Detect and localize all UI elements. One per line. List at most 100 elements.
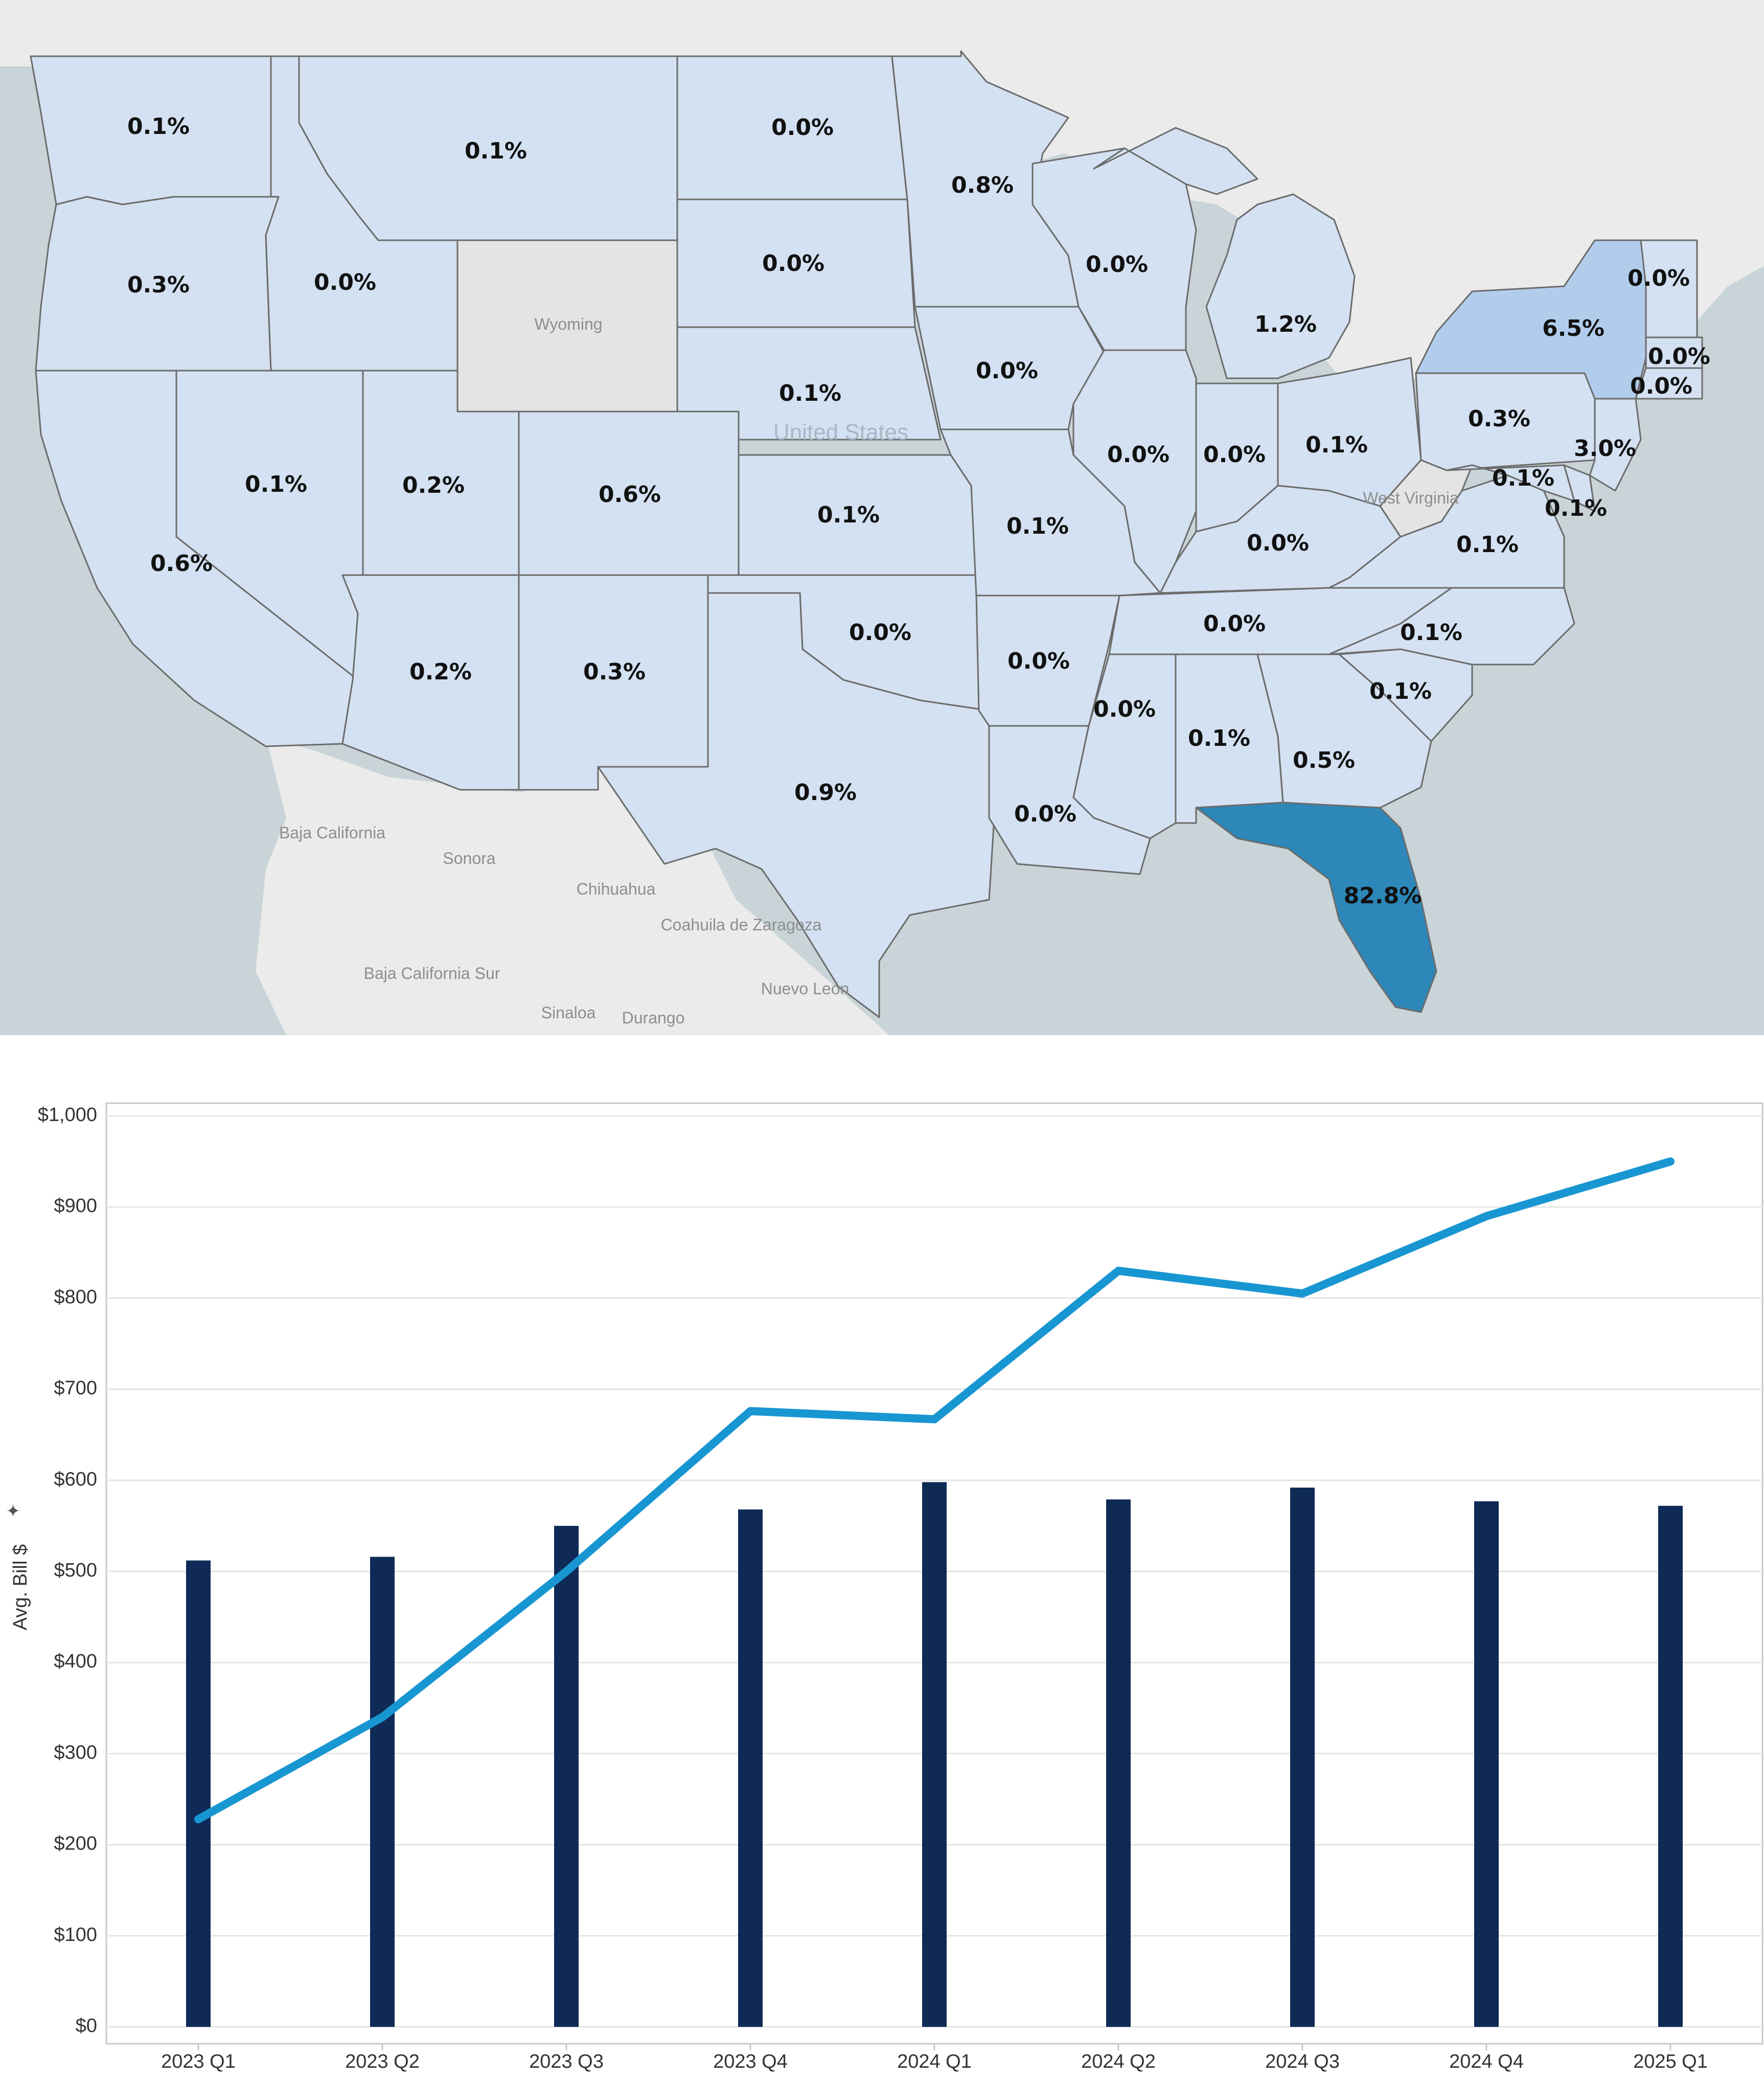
label-in: 0.0%: [1203, 442, 1266, 468]
y-tick-label: $0: [76, 2015, 97, 2037]
label-az: 0.2%: [409, 659, 472, 685]
label-or: 0.3%: [127, 272, 190, 298]
pin-icon[interactable]: ✦: [4, 1503, 24, 1518]
place-coahuila: Coahuila de Zaragoza: [661, 916, 822, 934]
place-sonora: Sonora: [443, 849, 495, 867]
line-point[interactable]: [749, 1410, 751, 1412]
state-fl[interactable]: [1195, 802, 1437, 1013]
label-ok: 0.0%: [849, 620, 911, 646]
label-ut: 0.2%: [402, 472, 465, 498]
place-wyoming: Wyoming: [534, 315, 602, 333]
label-nj: 3.0%: [1574, 436, 1636, 462]
bar[interactable]: [1658, 1505, 1683, 2027]
label-vt: 0.0%: [1628, 265, 1690, 291]
label-fl: 82.8%: [1344, 883, 1422, 909]
place-sinaloa: Sinaloa: [541, 1003, 596, 1022]
label-va: 0.1%: [1456, 532, 1519, 558]
label-co: 0.6%: [599, 482, 661, 508]
state-tx[interactable]: [597, 592, 995, 1018]
y-tick-label: $800: [54, 1286, 97, 1308]
label-nv: 0.1%: [245, 471, 307, 497]
state-ne[interactable]: [676, 326, 942, 441]
place-nuevo-leon: Nuevo León: [761, 979, 850, 998]
bar[interactable]: [370, 1557, 395, 2027]
label-ma: 0.0%: [1648, 344, 1710, 370]
state-mi-up[interactable]: [1093, 127, 1258, 195]
place-baja-california: Baja California: [279, 824, 385, 842]
y-tick-label: $600: [54, 1469, 97, 1490]
line-point[interactable]: [381, 1716, 383, 1719]
label-ar: 0.0%: [1007, 648, 1070, 674]
y-tick-label: $100: [54, 1924, 97, 1946]
states-layer: [30, 50, 1703, 1018]
bar[interactable]: [186, 1560, 211, 2027]
label-oh: 0.1%: [1305, 432, 1368, 458]
label-wa: 0.1%: [127, 113, 190, 140]
label-id: 0.0%: [314, 269, 376, 295]
x-tick-label: 2023 Q4: [713, 2051, 788, 2072]
line-point[interactable]: [933, 1418, 935, 1421]
label-ct: 0.0%: [1630, 373, 1692, 399]
state-mi[interactable]: [1205, 193, 1356, 379]
line-point[interactable]: [197, 1818, 199, 1820]
state-value-labels: 0.1% 0.3% 0.6% 0.0% 0.1% 0.1% 0.2% 0.2% …: [127, 113, 1710, 909]
choropleth-map: 0.1% 0.3% 0.6% 0.0% 0.1% 0.1% 0.2% 0.2% …: [0, 0, 1764, 1035]
label-ia: 0.0%: [976, 358, 1038, 384]
bar[interactable]: [922, 1482, 947, 2027]
label-tn: 0.0%: [1203, 611, 1266, 637]
bar[interactable]: [738, 1509, 763, 2027]
x-tick-label: 2024 Q2: [1081, 2051, 1156, 2072]
y-tick-label: $200: [54, 1833, 97, 1855]
x-tick-label: 2023 Q3: [529, 2051, 604, 2072]
label-mn: 0.8%: [951, 172, 1014, 198]
map-panel: 0.1% 0.3% 0.6% 0.0% 0.1% 0.1% 0.2% 0.2% …: [0, 0, 1764, 1035]
place-baja-california-sur: Baja California Sur: [364, 964, 500, 983]
combo-chart-panel: $0 $100 $200 $300 $400 $500 $600 $700 $800 $900 $1…: [0, 1102, 1764, 2078]
place-west-virginia: West Virginia: [1363, 489, 1459, 507]
y-tick-label: $500: [54, 1560, 97, 1581]
trend-line: [194, 1157, 1675, 1823]
state-de[interactable]: [1563, 464, 1596, 512]
label-ga: 0.5%: [1293, 747, 1355, 773]
label-ca: 0.6%: [150, 551, 213, 577]
label-ms: 0.0%: [1093, 696, 1156, 722]
label-tx: 0.9%: [794, 780, 857, 806]
x-tick-label: 2024 Q1: [897, 2051, 972, 2072]
x-axis-ticks: 2023 Q1 2023 Q2 2023 Q3 2023 Q4 2024 Q1 2024 …: [161, 2044, 1708, 2072]
place-durango: Durango: [622, 1009, 685, 1027]
place-labels: Wyoming West Virginia United States Baja…: [279, 315, 1459, 1027]
line-point[interactable]: [1117, 1269, 1119, 1272]
label-il: 0.0%: [1107, 442, 1170, 468]
label-wi: 0.0%: [1086, 252, 1148, 278]
bar[interactable]: [1106, 1499, 1131, 2027]
label-de: 0.1%: [1545, 495, 1607, 521]
label-ky: 0.0%: [1247, 530, 1309, 556]
bar[interactable]: [1474, 1501, 1499, 2027]
state-nc[interactable]: [1328, 587, 1575, 666]
baja-land: [332, 777, 440, 1035]
place-chihuahua: Chihuahua: [577, 880, 656, 898]
label-ny: 6.5%: [1542, 315, 1605, 341]
label-pa: 0.3%: [1468, 406, 1530, 432]
line-point[interactable]: [1669, 1160, 1671, 1163]
line-point[interactable]: [1301, 1292, 1303, 1295]
bar[interactable]: [554, 1525, 579, 2027]
label-mo: 0.1%: [1006, 513, 1069, 539]
y-tick-label: $1,000: [38, 1104, 97, 1126]
line-point[interactable]: [1485, 1215, 1487, 1218]
state-ct[interactable]: [1635, 367, 1703, 400]
y-tick-label: $700: [54, 1378, 97, 1399]
bar[interactable]: [1290, 1488, 1315, 2027]
label-ne: 0.1%: [779, 380, 841, 406]
y-tick-label: $300: [54, 1742, 97, 1763]
line-point[interactable]: [565, 1570, 567, 1572]
x-tick-label: 2023 Q1: [161, 2051, 236, 2072]
label-nm: 0.3%: [583, 659, 646, 685]
label-nd: 0.0%: [771, 115, 834, 141]
label-sd: 0.0%: [762, 250, 824, 277]
state-nj[interactable]: [1589, 398, 1642, 492]
label-nc: 0.1%: [1400, 620, 1462, 646]
y-axis-label: Avg. Bill $: [10, 1544, 31, 1630]
x-tick-label: 2024 Q3: [1265, 2051, 1340, 2072]
label-mt: 0.1%: [465, 138, 527, 164]
